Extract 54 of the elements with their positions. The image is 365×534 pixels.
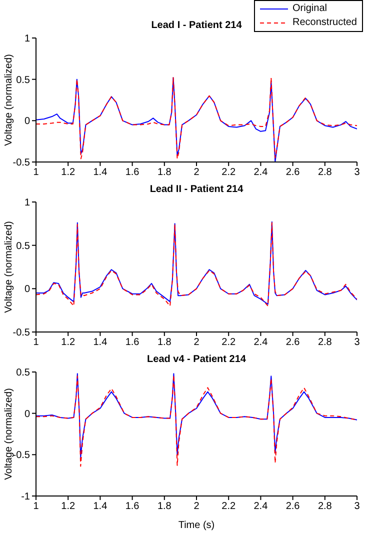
y-axis-title: Voltage (normalized) — [4, 388, 15, 480]
x-tick-label: 2.4 — [254, 167, 268, 178]
x-tick-label: 2.4 — [254, 337, 268, 348]
x-tick-label: 1 — [33, 167, 40, 178]
legend-label: Reconstructed — [292, 16, 357, 30]
x-axis-title: Time (s) — [178, 520, 215, 531]
x-tick-label: 2.6 — [286, 167, 300, 178]
x-tick-label: 2.8 — [318, 337, 332, 348]
x-tick-label: 2 — [194, 167, 200, 178]
y-tick-label: 0.5 — [16, 74, 30, 86]
y-tick-label: 0 — [24, 116, 30, 128]
x-tick-label: 2 — [194, 501, 200, 512]
chart-title: Lead II - Patient 214 — [148, 184, 244, 195]
x-tick-label: 1.8 — [157, 501, 172, 512]
y-tick-label: -1 — [21, 492, 30, 503]
x-tick-label: 2.2 — [222, 337, 236, 348]
y-tick-label: -0.5 — [12, 158, 30, 169]
x-tick-label: 1.8 — [157, 337, 172, 348]
legend-label: Original — [292, 2, 327, 16]
y-tick-label: -0.5 — [12, 450, 30, 462]
x-tick-label: 2.4 — [254, 501, 268, 512]
x-tick-label: 1.6 — [125, 337, 140, 348]
x-tick-label: 1.2 — [61, 337, 76, 348]
x-tick-label: 1.2 — [61, 167, 76, 178]
x-tick-label: 2.8 — [318, 501, 332, 512]
x-tick-label: 1.6 — [125, 501, 140, 512]
x-tick-label: 3 — [354, 337, 360, 348]
x-tick-label: 1.6 — [125, 167, 140, 178]
x-tick-label: 2.2 — [222, 501, 236, 512]
x-tick-label: 1.4 — [93, 167, 108, 178]
x-tick-label: 1 — [33, 501, 40, 512]
y-tick-label: 1 — [24, 34, 30, 45]
y-axis-title: Voltage (normalized) — [4, 221, 15, 313]
x-tick-label: 2 — [194, 337, 200, 348]
y-tick-label: 1 — [24, 198, 30, 209]
x-tick-label: 3 — [354, 167, 360, 178]
x-tick-label: 1.8 — [157, 167, 172, 178]
x-tick-label: 1.2 — [61, 501, 76, 512]
x-tick-label: 2.6 — [286, 337, 300, 348]
y-tick-label: 0 — [24, 284, 30, 296]
chart-title: Lead v4 - Patient 214 — [146, 354, 247, 365]
x-tick-label: 1.4 — [93, 337, 108, 348]
y-tick-label: 0.5 — [16, 368, 30, 379]
chart-title: Lead I - Patient 214 — [151, 20, 242, 31]
x-tick-label: 2.6 — [286, 501, 300, 512]
x-tick-label: 1.4 — [93, 501, 108, 512]
y-tick-label: 0 — [24, 408, 30, 420]
x-tick-label: 2.2 — [222, 167, 236, 178]
x-tick-label: 2.8 — [318, 167, 332, 178]
y-tick-label: 0.5 — [16, 240, 30, 252]
x-tick-label: 1 — [33, 337, 40, 348]
y-tick-label: -0.5 — [12, 328, 30, 339]
y-axis-title: Voltage (normalized) — [4, 54, 15, 146]
x-tick-label: 3 — [354, 501, 360, 512]
